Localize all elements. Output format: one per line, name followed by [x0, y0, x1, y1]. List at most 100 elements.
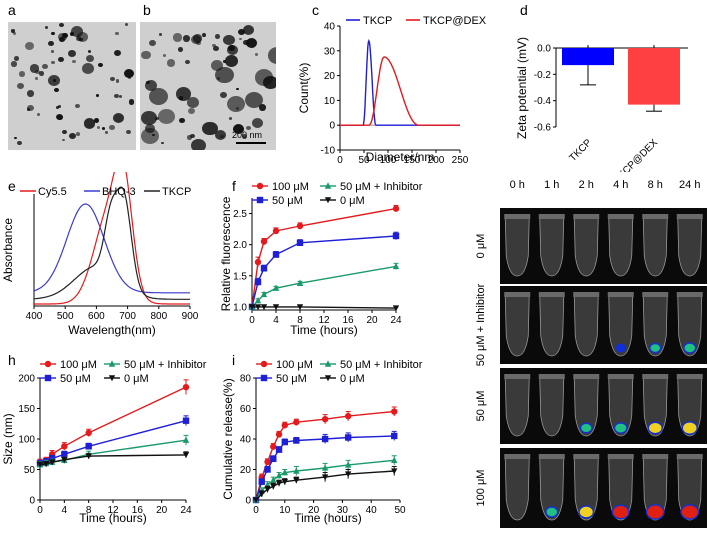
fluorescence-signal [581, 424, 592, 432]
fluorescence-signal [546, 507, 557, 517]
x-tick-label: 16 [342, 315, 354, 326]
x-tick-label: 0 [37, 505, 43, 516]
data-point [42, 461, 50, 468]
x-tick-label: TKCP@DEX [612, 137, 661, 172]
y-tick-label: 0 [29, 496, 35, 507]
nanoparticle [45, 25, 49, 29]
legend-label: 50 μM [272, 195, 303, 207]
nanoparticle [177, 46, 183, 52]
nanoparticle [104, 131, 108, 135]
data-point [392, 305, 400, 312]
chart-i-cumulative-release: 0 10 20 30 40 50 0 20 40 60 80 Time (hours) Cumulati… [221, 359, 423, 525]
y-tick-label: 2.5 [233, 209, 247, 220]
y-axis-label: Size (nm) [1, 413, 15, 464]
fluorescence-signal [579, 506, 593, 518]
fluorescence-signal [683, 422, 697, 434]
x-tick-label: 20 [308, 505, 320, 516]
panel-label-i: i [232, 352, 236, 368]
nanoparticle [51, 61, 55, 65]
tube-cap [504, 374, 531, 379]
data-point [293, 419, 300, 426]
x-tick-label: 100 [380, 155, 397, 166]
nanoparticle [202, 33, 207, 37]
nanoparticle [186, 135, 193, 141]
nanoparticle [241, 134, 247, 139]
data-point [61, 451, 68, 458]
tube [504, 295, 530, 357]
series-line-50-m-inhibitor [255, 459, 395, 501]
tube [642, 295, 668, 357]
nanoparticle [68, 50, 77, 58]
time-label: 2 h [579, 179, 594, 191]
tube-cap [676, 214, 703, 219]
bar-tkcp-dex [628, 48, 680, 105]
data-point [293, 477, 300, 484]
data-point [281, 438, 288, 446]
tube [608, 457, 634, 521]
fluorescence-signal [649, 423, 662, 433]
chart-d-zeta-potential: 0.0 -0.2 -0.4 -0.6 Zeta potential (mV) TKCP TK… [515, 37, 688, 172]
data-point [61, 457, 68, 463]
x-tick-label: TKCP [567, 137, 594, 164]
nanoparticle [14, 136, 18, 140]
data-point [260, 374, 268, 382]
x-tick-label: 16 [132, 505, 144, 516]
tube-cap [676, 374, 703, 379]
tube [573, 295, 599, 357]
nanoparticle [238, 28, 246, 36]
legend-label: 50 μM + Inhibitor [340, 181, 423, 193]
data-point [321, 474, 329, 481]
fluorescence-signal [613, 506, 629, 518]
y-tick-label: 20 [324, 71, 336, 82]
data-point [182, 383, 190, 391]
y-tick-label: 1.0 [233, 302, 247, 313]
legend-label: 50 μM [276, 373, 307, 385]
data-point [324, 375, 332, 382]
y-tick-label: 50 [24, 465, 36, 476]
nanoparticle [82, 62, 95, 74]
x-tick-label: 0 [337, 155, 343, 166]
nanoparticle [141, 110, 158, 126]
data-point [258, 478, 265, 485]
tem-image-a [8, 22, 136, 150]
data-point [296, 222, 304, 230]
nanoparticle [17, 82, 25, 90]
legend-label: 100 μM [276, 359, 313, 371]
time-label: 1 h [544, 179, 559, 191]
nanoparticle [115, 79, 120, 83]
nanoparticle [238, 37, 242, 41]
data-point [270, 455, 277, 463]
x-tick-label: 250 [452, 155, 469, 166]
data-point [324, 182, 332, 189]
row-label: 0 μM [475, 234, 487, 259]
time-label: 8 h [648, 179, 663, 191]
data-point [392, 205, 400, 212]
nanoparticle [220, 92, 227, 99]
nanoparticle [255, 52, 259, 56]
x-axis-label: Diameter/nm [366, 150, 435, 164]
nanoparticle [268, 47, 276, 64]
nanoparticle [141, 50, 151, 60]
series-line-0-m [252, 306, 397, 309]
legend-label: 0 μM [340, 195, 365, 207]
panel-label-f: f [232, 178, 236, 194]
nanoparticle [202, 121, 218, 136]
tube-cap [607, 454, 634, 459]
nanoparticle [54, 87, 59, 93]
nanoparticle [58, 32, 68, 41]
data-point [281, 468, 288, 476]
row-label: 50 μM [475, 391, 487, 422]
x-tick-label: 8 [297, 315, 303, 326]
data-point [48, 459, 56, 466]
tube [539, 457, 565, 521]
data-point [248, 304, 256, 311]
data-point [391, 432, 398, 440]
x-tick-label: 50 [358, 155, 370, 166]
y-tick-label: 40 [324, 22, 336, 33]
tube [677, 377, 703, 437]
tube [677, 217, 703, 277]
data-point [260, 304, 268, 311]
nanoparticle [96, 93, 100, 97]
nanoparticle [79, 38, 83, 42]
x-axis-label: Wavelength(nm) [68, 323, 156, 337]
